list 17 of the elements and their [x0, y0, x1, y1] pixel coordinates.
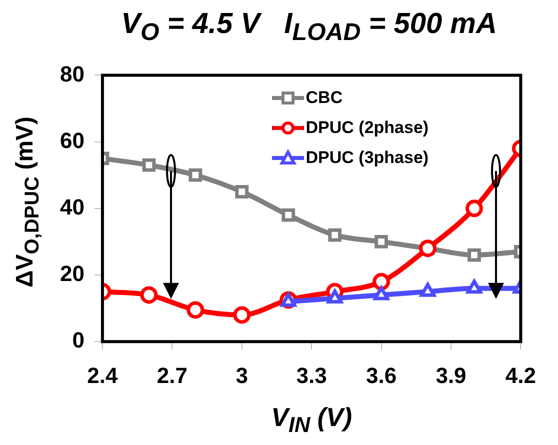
- y-tick-label: 20: [60, 261, 84, 286]
- x-tick-label: 3: [236, 362, 248, 388]
- y-tick-label: 40: [60, 194, 84, 220]
- legend-label: DPUC (2phase): [306, 118, 429, 138]
- x-tick-label: 3.9: [436, 362, 466, 388]
- y-tick-label: 80: [60, 61, 84, 86]
- x-tick-label: 3.3: [296, 362, 327, 388]
- x-axis-title: V$_{IN}$ (V): [270, 402, 354, 438]
- legend-label: CBC: [306, 88, 343, 108]
- y-tick-label: 60: [60, 128, 84, 153]
- x-tick-label: 2.4: [87, 362, 119, 388]
- legend-label: DPUC (3phase): [306, 148, 429, 168]
- x-tick-label: 3.6: [366, 362, 397, 388]
- chart-title: V$_{O}$ = 4.5 V I$_{LOAD}$ = 500 mA: [120, 8, 498, 47]
- x-tick-label: 4.2: [505, 362, 536, 388]
- y-tick-label: 0: [72, 328, 84, 353]
- x-tick-label: 2.7: [156, 362, 188, 388]
